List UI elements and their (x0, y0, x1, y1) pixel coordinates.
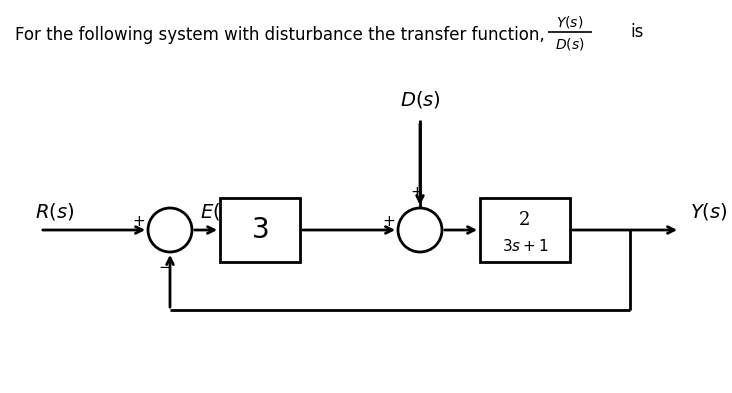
Text: +: + (132, 215, 145, 230)
Text: $3s+1$: $3s+1$ (501, 238, 548, 254)
Text: 2: 2 (519, 211, 531, 229)
Text: $Y(s)$: $Y(s)$ (690, 202, 728, 222)
Circle shape (148, 208, 192, 252)
Bar (480, 198, 570, 262)
Text: $D(s)$: $D(s)$ (556, 36, 585, 52)
Text: $E(s)$: $E(s)$ (200, 202, 238, 222)
Text: $R(s)$: $R(s)$ (35, 202, 74, 222)
Text: $D(s)$: $D(s)$ (400, 90, 441, 110)
Text: +: + (382, 215, 395, 230)
Bar (220, 198, 300, 262)
Text: $3$: $3$ (251, 216, 269, 244)
Text: +: + (411, 185, 423, 200)
Text: For the following system with disturbance the transfer function,: For the following system with disturbanc… (15, 26, 545, 44)
Text: $Y(s)$: $Y(s)$ (556, 14, 583, 30)
Text: is: is (630, 23, 643, 41)
Circle shape (398, 208, 442, 252)
Text: $-$: $-$ (158, 258, 171, 273)
